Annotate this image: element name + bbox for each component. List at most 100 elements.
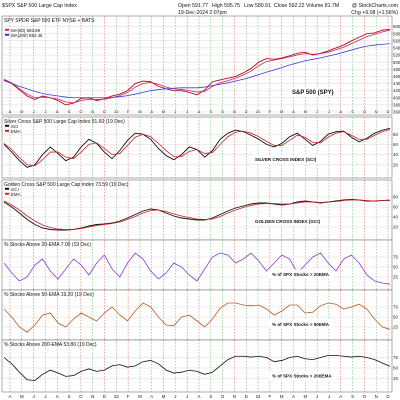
x-tick-label: A — [56, 109, 59, 114]
header-date: 19-Dec-2024 2:07pm — [178, 10, 227, 16]
panel-title: Silver Cross S&P 500 Large Cap Index 91.… — [4, 119, 125, 125]
x-tick-label: 24 — [256, 109, 261, 114]
header-title: $SPX S&P 500 Large Cap Index — [2, 3, 77, 9]
panel-title: % Stocks Above 50-EMA 19.20 (19 Dec) — [4, 292, 94, 298]
x-tick-label: M — [280, 394, 284, 399]
series-line-1 — [3, 28, 391, 106]
header-volume: Volume 81.7M — [306, 3, 339, 9]
y-tick-label: 460 — [393, 74, 400, 79]
x-tick-label: F — [127, 109, 130, 114]
panel-frame — [1, 15, 393, 116]
y-tick-label: 540 — [393, 46, 400, 51]
y-tick-label: 40 — [393, 152, 398, 157]
panels-group: 600 580 560 540 520 500 480 460 440 420 400 380 360 S… — [1, 15, 400, 399]
x-tick-label: N — [375, 394, 378, 399]
panel-label: % of SPX Stocks > 20EMA — [272, 272, 330, 277]
y-tick-label: 75 — [393, 355, 398, 360]
x-tick-label: M — [280, 109, 283, 114]
y-tick-label: 50 — [393, 366, 398, 371]
x-tick-label: F — [269, 394, 272, 399]
x-tick-label: J — [328, 109, 330, 114]
legend-swatch — [5, 124, 9, 127]
y-tick-label: 50 — [393, 265, 398, 270]
panel-frame — [1, 339, 393, 393]
y-tick-label: 80 — [393, 195, 398, 200]
legend-entry: MA(200) 552.45 — [11, 33, 43, 38]
y-tick-label: 75 — [393, 255, 398, 260]
panel-label-bg — [269, 370, 337, 380]
series-line-1 — [3, 302, 391, 333]
x-tick-label: N — [233, 394, 236, 399]
panel-sci: 80 60 40 20 Silver Cross S&P 500 Large Cap I… — [1, 116, 398, 179]
legend-entry: SCI — [11, 124, 18, 129]
x-tick-label: O — [79, 109, 82, 114]
x-tick-label: O — [221, 394, 225, 399]
x-tick-label: A — [198, 394, 201, 399]
x-tick-label: O — [363, 394, 367, 399]
y-tick-label: 20 — [393, 225, 398, 230]
panel-label-bg — [252, 216, 320, 226]
legend-swatch — [5, 129, 9, 132]
x-tick-label: J — [186, 109, 188, 114]
panel-pct200: 75 50 25 % Stocks Above 200-EMA 53.80 (19 D… — [1, 339, 398, 393]
y-tick-label: 600 — [393, 24, 400, 29]
panel-title: SPY SPDR S&P 500 ETF NYSE + BATS — [4, 18, 95, 24]
x-tick-label: F — [269, 109, 272, 114]
y-tick-label: 440 — [393, 81, 400, 86]
x-tick-label: A — [292, 394, 295, 399]
panel-label-bg — [269, 319, 334, 329]
header-high: High 595.75 — [212, 3, 240, 9]
legend-swatch — [5, 33, 9, 36]
x-tick-label: M — [162, 394, 166, 399]
x-tick-label: M — [20, 394, 24, 399]
y-tick-label: 560 — [393, 38, 400, 43]
panel-frame — [1, 179, 393, 241]
x-tick-label: D — [103, 394, 106, 399]
x-tick-label: A — [56, 394, 59, 399]
x-tick-label: N — [375, 109, 378, 114]
series-line-2 — [3, 199, 390, 230]
panel-label: % of SPX Stocks > 50EMA — [272, 322, 330, 327]
y-tick-label: 25 — [393, 275, 398, 280]
x-tick-label: M — [162, 109, 165, 114]
panel-price: 600 580 560 540 520 500 480 460 440 420 400 380 360 S… — [1, 15, 400, 116]
panel-title: % Stocks Above 20-EMA 7.00 (19 Dec) — [4, 242, 91, 248]
x-tick-label: D — [386, 394, 389, 399]
x-tick-label: O — [363, 109, 366, 114]
x-tick-label: S — [351, 109, 354, 114]
x-axis: A M J J A S O N D 23 F M A M J J A S O N D 24 F M A M J J A S O N D A M J J A… — [9, 109, 390, 399]
y-tick-label: 500 — [393, 60, 400, 65]
panel-label: % of SPX Stocks > 200EMA — [272, 373, 332, 378]
header-source: @ StockCharts.com — [352, 3, 398, 9]
x-tick-label: S — [209, 109, 212, 114]
x-tick-label: M — [303, 394, 307, 399]
panel-gci: 80 60 40 20 Golden Cross S&P 500 Large Cap I… — [1, 179, 398, 241]
series-line-3 — [3, 43, 391, 99]
panel-pct50: 75 50 25 % Stocks Above 50-EMA 19.20 (19 De… — [1, 289, 398, 341]
y-tick-label: 400 — [393, 95, 400, 100]
x-tick-label: J — [328, 394, 330, 399]
panel-pct20: 75 50 25 % Stocks Above 20-EMA 7.00 (19 Dec… — [1, 239, 398, 291]
y-tick-label: 60 — [393, 142, 398, 147]
x-tick-label: J — [33, 109, 35, 114]
header-close: Close 592.22 — [274, 3, 305, 9]
x-tick-label: J — [174, 394, 176, 399]
legend-swatch — [5, 187, 9, 190]
x-tick-label: O — [221, 109, 224, 114]
x-tick-label: A — [9, 109, 12, 114]
x-tick-label: M — [304, 109, 307, 114]
x-tick-label: A — [292, 109, 295, 114]
x-tick-label: J — [186, 394, 188, 399]
x-tick-label: S — [68, 109, 71, 114]
x-tick-label: J — [44, 394, 46, 399]
x-tick-label: A — [150, 109, 153, 114]
panel-label: GOLDEN CROSS INDEX (GCI) — [255, 219, 321, 224]
legend-entry: EMA — [11, 129, 21, 134]
x-tick-label: N — [91, 394, 94, 399]
y-tick-label: 20 — [393, 162, 398, 167]
x-tick-label: M — [20, 109, 23, 114]
x-tick-label: S — [209, 394, 212, 399]
x-tick-label: A — [339, 109, 342, 114]
y-tick-label: 480 — [393, 67, 400, 72]
